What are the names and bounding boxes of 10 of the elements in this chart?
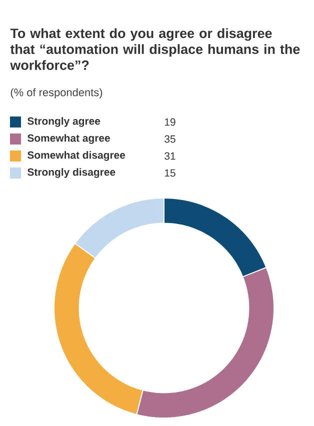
data-label: 31 <box>164 152 176 160</box>
data-label: 35 <box>164 135 176 143</box>
chart-title: To what extent do you agree or disagree that “automation will displace humans in the workforce”? <box>10 28 300 70</box>
legend-label: Somewhat agree <box>27 134 110 144</box>
legend-label: Strongly agree <box>27 117 100 127</box>
data-label: 19 <box>164 118 176 126</box>
data-label: 15 <box>164 169 176 177</box>
chart-subtitle: (% of respondents) <box>10 88 102 98</box>
legend-label: Strongly disagree <box>27 168 116 178</box>
legend-label: Somewhat disagree <box>27 151 126 161</box>
